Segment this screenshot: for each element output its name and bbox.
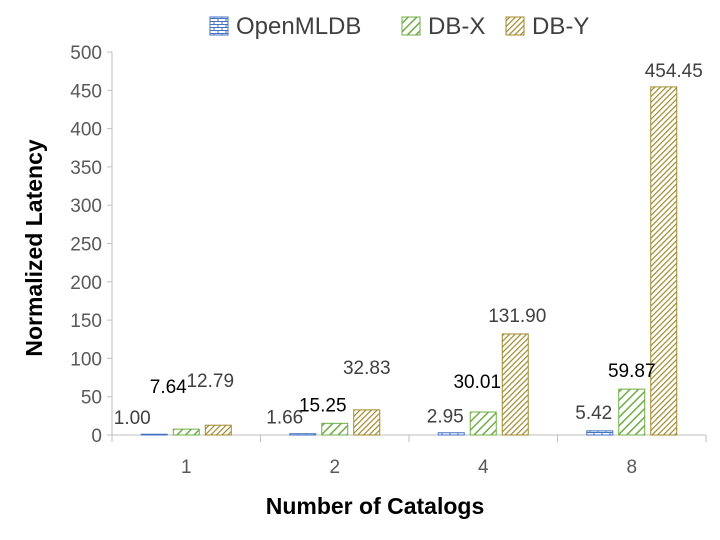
data-label: 7.64	[150, 377, 187, 398]
bar-openmldb-1	[140, 433, 168, 436]
legend-item-db-x: DB-X	[401, 13, 485, 40]
data-label: 30.01	[453, 372, 501, 393]
bar-openmldb-4	[437, 432, 465, 436]
y-tick-label: 200	[70, 273, 102, 294]
bar-db-y-1	[204, 424, 232, 436]
y-tick-label: 500	[70, 43, 102, 64]
data-labels: 1.00 1.66 2.95 5.42 7.64 15.25 30.01 59.87 12.79…	[114, 61, 703, 429]
y-tick-label: 300	[70, 196, 102, 217]
bar-db-y-8	[650, 86, 678, 436]
legend-label: OpenMLDB	[236, 13, 361, 40]
legend-label: DB-Y	[532, 13, 589, 40]
y-tick-label: 0	[91, 426, 102, 447]
y-axis: 0 50 100 150 200 250 300 350 400 450 500	[70, 43, 113, 447]
legend-label: DB-X	[428, 13, 485, 40]
legend-item-openmldb: OpenMLDB	[209, 13, 361, 40]
y-tick-label: 150	[70, 311, 102, 332]
legend-swatch	[209, 16, 229, 36]
data-label: 5.42	[575, 403, 612, 424]
legend-swatch	[401, 16, 421, 36]
y-tick-label: 450	[70, 81, 102, 102]
bars	[140, 86, 678, 436]
data-label: 1.00	[114, 408, 151, 429]
bar-openmldb-8	[586, 430, 614, 436]
legend-item-db-y: DB-Y	[505, 13, 589, 40]
x-tick-label: 1	[181, 457, 192, 478]
data-label: 12.79	[186, 371, 234, 392]
data-label: 15.25	[299, 395, 347, 416]
y-tick-label: 50	[81, 388, 102, 409]
data-label: 2.95	[427, 407, 464, 428]
bar-db-x-4	[469, 411, 497, 436]
x-tick-label: 8	[626, 457, 637, 478]
legend-swatch	[505, 16, 525, 36]
y-tick-label: 350	[70, 158, 102, 179]
x-axis: 1 2 4 8	[111, 434, 707, 478]
bar-db-y-4	[501, 333, 529, 436]
x-axis-title: Number of Catalogs	[266, 493, 485, 519]
y-tick-label: 100	[70, 349, 102, 370]
y-tick-label: 250	[70, 235, 102, 256]
data-label: 32.83	[343, 358, 391, 379]
data-label: 1.66	[266, 408, 303, 429]
legend: OpenMLDB DB-X DB-Y	[209, 13, 589, 40]
x-tick-label: 2	[329, 457, 340, 478]
y-axis-title: Normalized Latency	[21, 139, 47, 356]
x-tick-label: 4	[478, 457, 489, 478]
y-tick-label: 400	[70, 120, 102, 141]
bar-db-y-2	[353, 409, 381, 436]
data-label: 454.45	[645, 61, 703, 82]
data-label: 131.90	[488, 306, 546, 327]
data-label: 59.87	[608, 361, 656, 382]
bar-db-x-2	[321, 422, 349, 436]
bar-db-x-1	[172, 428, 200, 436]
bar-openmldb-2	[289, 433, 317, 436]
bar-db-x-8	[618, 388, 646, 436]
